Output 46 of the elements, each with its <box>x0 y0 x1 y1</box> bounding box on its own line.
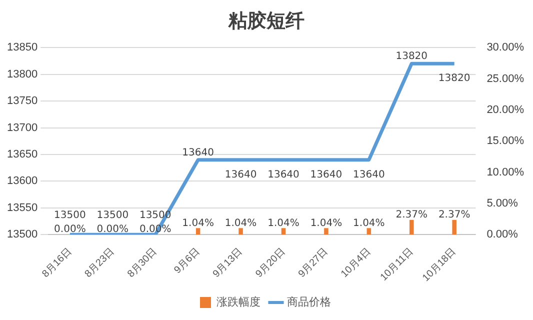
x-tick-label: 9月27日 <box>296 246 330 280</box>
y2-tick-label: 5.00% <box>486 198 518 210</box>
data-label: 1.04% <box>224 218 257 229</box>
y2-tick-label: 20.00% <box>486 104 524 116</box>
x-tick-label: 10月18日 <box>420 246 458 284</box>
x-tick-label: 8月16日 <box>40 246 74 280</box>
x-tick-label: 9月6日 <box>172 246 202 276</box>
y-tick-label: 13500 <box>6 228 38 241</box>
x-tick-label: 9月20日 <box>254 246 288 280</box>
y-tick-label: 13850 <box>6 42 38 54</box>
data-label: 1.04% <box>310 218 342 229</box>
data-label: 13500 <box>96 210 129 222</box>
data-label: 13820 <box>396 51 428 62</box>
y2-tick-label: 15.00% <box>486 135 524 148</box>
y-tick-label: 13600 <box>6 175 38 188</box>
y2-tick-label: 30.00% <box>486 42 524 54</box>
data-label: 1.04% <box>182 218 214 229</box>
y-tick-label: 13800 <box>6 68 38 80</box>
data-label: 13640 <box>353 169 385 180</box>
x-tick-label: 10月11日 <box>378 246 416 284</box>
x-tick-label: 10月4日 <box>339 246 373 280</box>
data-label: 2.37% <box>438 209 470 220</box>
x-tick-label: 9月13日 <box>211 246 245 280</box>
data-label: 13640 <box>268 169 300 180</box>
data-label: 1.04% <box>353 218 385 229</box>
y2-tick-label: 25.00% <box>486 72 524 85</box>
y2-tick-label: 0.00% <box>486 228 518 241</box>
y-tick-label: 13700 <box>6 122 38 134</box>
y-tick-label: 13650 <box>6 148 38 161</box>
legend-label: 涨跌幅度 <box>216 296 260 309</box>
data-label: 0.00% <box>54 224 86 236</box>
x-tick-label: 8月30日 <box>126 246 160 280</box>
data-label: 13820 <box>438 73 470 84</box>
legend-label: 商品价格 <box>287 296 331 309</box>
data-label: 1.04% <box>268 218 300 229</box>
data-label: 13640 <box>182 147 214 158</box>
data-label: 13500 <box>54 210 86 222</box>
data-label: 2.37% <box>396 209 428 220</box>
y-tick-label: 13550 <box>6 202 38 214</box>
x-tick-label: 8月23日 <box>83 246 117 280</box>
data-label: 13640 <box>310 169 342 180</box>
chart-title: 粘胶短纤 <box>227 9 306 34</box>
data-label: 0.00% <box>96 224 129 236</box>
y2-tick-label: 10.00% <box>486 166 524 178</box>
data-label: 13640 <box>224 169 257 180</box>
y-tick-label: 13750 <box>6 95 38 108</box>
